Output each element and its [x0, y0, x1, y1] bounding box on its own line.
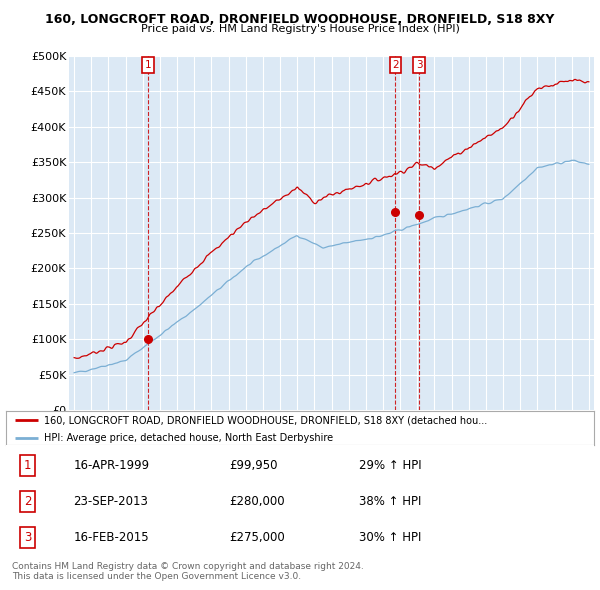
Text: This data is licensed under the Open Government Licence v3.0.: This data is licensed under the Open Gov…: [12, 572, 301, 581]
Text: 1: 1: [145, 60, 151, 70]
Text: 16-APR-1999: 16-APR-1999: [74, 459, 150, 472]
Text: 160, LONGCROFT ROAD, DRONFIELD WOODHOUSE, DRONFIELD, S18 8XY: 160, LONGCROFT ROAD, DRONFIELD WOODHOUSE…: [46, 13, 554, 26]
Text: 2: 2: [24, 495, 32, 508]
Text: 3: 3: [416, 60, 422, 70]
Text: 3: 3: [24, 531, 31, 544]
Text: Contains HM Land Registry data © Crown copyright and database right 2024.: Contains HM Land Registry data © Crown c…: [12, 562, 364, 571]
Text: £99,950: £99,950: [229, 459, 278, 472]
Text: £280,000: £280,000: [229, 495, 285, 508]
Text: HPI: Average price, detached house, North East Derbyshire: HPI: Average price, detached house, Nort…: [44, 433, 334, 443]
Text: 1: 1: [24, 459, 32, 472]
Text: 29% ↑ HPI: 29% ↑ HPI: [359, 459, 421, 472]
Text: 23-SEP-2013: 23-SEP-2013: [74, 495, 148, 508]
Text: 2: 2: [392, 60, 399, 70]
Text: Price paid vs. HM Land Registry's House Price Index (HPI): Price paid vs. HM Land Registry's House …: [140, 24, 460, 34]
Text: £275,000: £275,000: [229, 531, 285, 544]
Text: 30% ↑ HPI: 30% ↑ HPI: [359, 531, 421, 544]
Text: 160, LONGCROFT ROAD, DRONFIELD WOODHOUSE, DRONFIELD, S18 8XY (detached hou...: 160, LONGCROFT ROAD, DRONFIELD WOODHOUSE…: [44, 415, 487, 425]
Text: 38% ↑ HPI: 38% ↑ HPI: [359, 495, 421, 508]
Text: 16-FEB-2015: 16-FEB-2015: [74, 531, 149, 544]
